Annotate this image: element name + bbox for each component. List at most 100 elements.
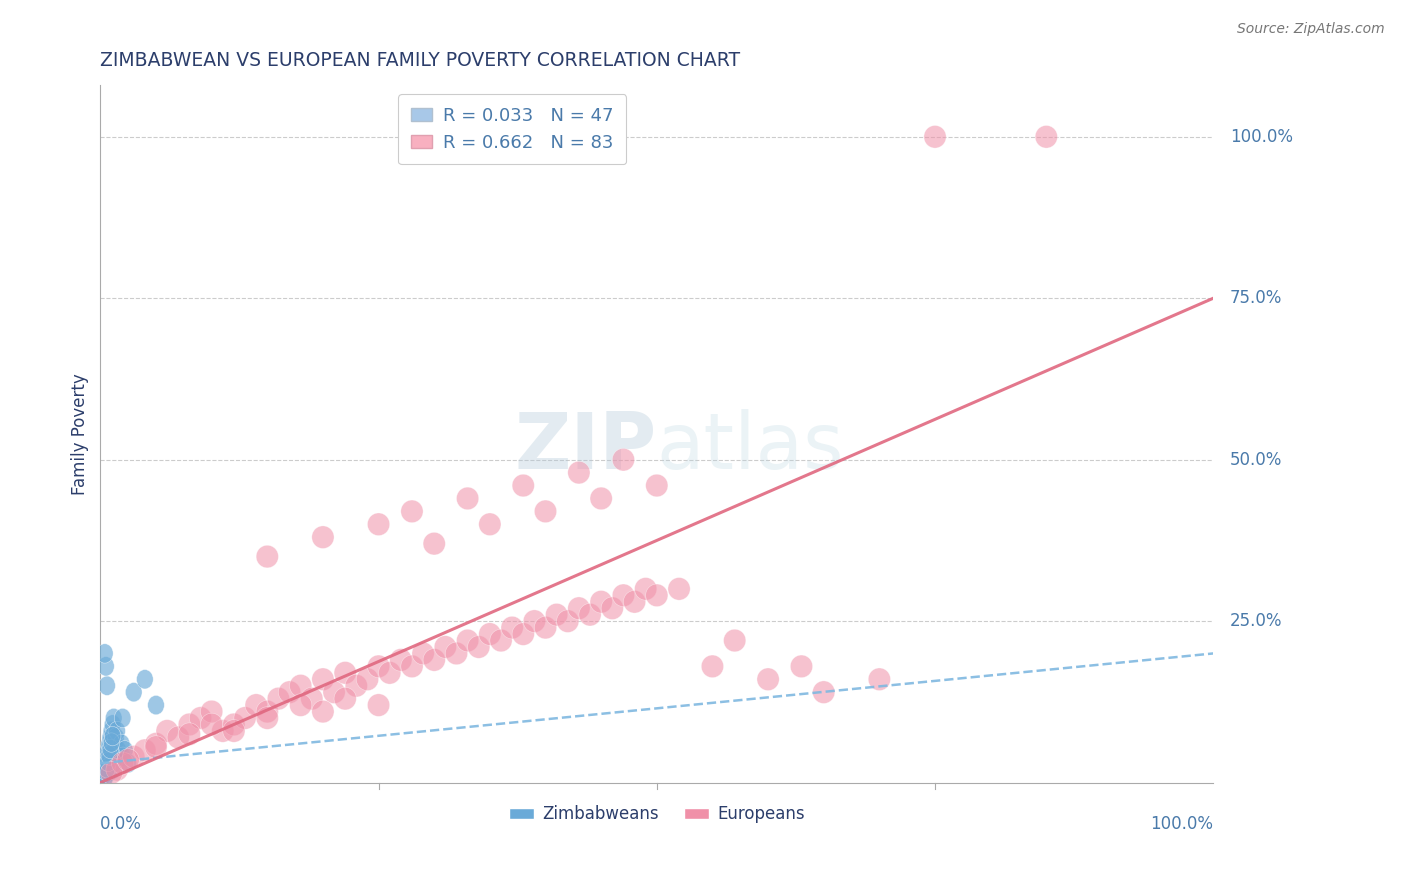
Ellipse shape xyxy=(489,629,512,652)
Text: 100.0%: 100.0% xyxy=(1150,815,1213,833)
Ellipse shape xyxy=(423,533,446,555)
Ellipse shape xyxy=(145,736,167,758)
Ellipse shape xyxy=(245,694,267,716)
Ellipse shape xyxy=(290,674,312,697)
Ellipse shape xyxy=(101,734,118,754)
Ellipse shape xyxy=(591,487,612,509)
Ellipse shape xyxy=(367,513,389,535)
Ellipse shape xyxy=(233,706,256,730)
Ellipse shape xyxy=(107,734,124,754)
Ellipse shape xyxy=(136,670,153,689)
Ellipse shape xyxy=(256,700,278,723)
Text: 75.0%: 75.0% xyxy=(1230,289,1282,307)
Ellipse shape xyxy=(103,728,118,747)
Text: 0.0%: 0.0% xyxy=(100,815,142,833)
Ellipse shape xyxy=(114,747,131,766)
Ellipse shape xyxy=(290,694,312,716)
Ellipse shape xyxy=(401,655,423,678)
Text: 50.0%: 50.0% xyxy=(1230,450,1282,468)
Ellipse shape xyxy=(97,754,114,772)
Ellipse shape xyxy=(301,688,323,710)
Ellipse shape xyxy=(367,694,389,716)
Ellipse shape xyxy=(97,769,112,789)
Ellipse shape xyxy=(457,629,478,652)
Ellipse shape xyxy=(96,765,112,785)
Ellipse shape xyxy=(612,449,634,471)
Ellipse shape xyxy=(98,759,115,778)
Ellipse shape xyxy=(323,681,346,704)
Legend: Zimbabweans, Europeans: Zimbabweans, Europeans xyxy=(502,798,811,830)
Ellipse shape xyxy=(523,610,546,632)
Ellipse shape xyxy=(568,461,591,484)
Ellipse shape xyxy=(278,681,301,704)
Ellipse shape xyxy=(212,720,233,742)
Text: 100.0%: 100.0% xyxy=(1230,128,1294,145)
Text: atlas: atlas xyxy=(657,409,844,484)
Ellipse shape xyxy=(924,126,946,148)
Ellipse shape xyxy=(434,636,457,658)
Ellipse shape xyxy=(98,747,115,766)
Ellipse shape xyxy=(134,739,156,762)
Ellipse shape xyxy=(105,708,122,728)
Ellipse shape xyxy=(167,726,190,748)
Ellipse shape xyxy=(98,676,115,696)
Ellipse shape xyxy=(222,714,245,736)
Ellipse shape xyxy=(512,623,534,646)
Ellipse shape xyxy=(534,616,557,639)
Ellipse shape xyxy=(114,708,131,728)
Ellipse shape xyxy=(756,668,779,690)
Ellipse shape xyxy=(401,500,423,523)
Ellipse shape xyxy=(100,762,122,784)
Ellipse shape xyxy=(356,668,378,690)
Ellipse shape xyxy=(105,754,122,772)
Ellipse shape xyxy=(478,623,501,646)
Ellipse shape xyxy=(96,764,112,782)
Ellipse shape xyxy=(145,732,167,756)
Ellipse shape xyxy=(97,760,112,780)
Ellipse shape xyxy=(457,487,478,509)
Ellipse shape xyxy=(98,754,115,772)
Ellipse shape xyxy=(201,700,222,723)
Ellipse shape xyxy=(148,696,165,714)
Ellipse shape xyxy=(97,657,114,676)
Ellipse shape xyxy=(108,728,124,747)
Ellipse shape xyxy=(97,761,114,780)
Ellipse shape xyxy=(591,591,612,613)
Ellipse shape xyxy=(312,668,335,690)
Ellipse shape xyxy=(668,577,690,600)
Ellipse shape xyxy=(612,584,634,607)
Ellipse shape xyxy=(179,723,201,746)
Ellipse shape xyxy=(125,682,142,702)
Ellipse shape xyxy=(813,681,835,704)
Ellipse shape xyxy=(790,655,813,678)
Ellipse shape xyxy=(122,746,145,768)
Ellipse shape xyxy=(367,655,389,678)
Y-axis label: Family Poverty: Family Poverty xyxy=(72,373,89,495)
Ellipse shape xyxy=(97,766,112,786)
Ellipse shape xyxy=(201,714,222,736)
Ellipse shape xyxy=(724,629,745,652)
Ellipse shape xyxy=(101,746,118,765)
Ellipse shape xyxy=(534,500,557,523)
Ellipse shape xyxy=(702,655,724,678)
Ellipse shape xyxy=(645,584,668,607)
Ellipse shape xyxy=(103,733,120,752)
Ellipse shape xyxy=(111,752,134,774)
Ellipse shape xyxy=(100,740,117,760)
Ellipse shape xyxy=(110,740,127,760)
Ellipse shape xyxy=(101,756,118,776)
Ellipse shape xyxy=(112,734,129,754)
Ellipse shape xyxy=(103,750,118,770)
Ellipse shape xyxy=(634,577,657,600)
Ellipse shape xyxy=(117,740,134,760)
Ellipse shape xyxy=(602,597,623,620)
Ellipse shape xyxy=(256,706,278,730)
Ellipse shape xyxy=(256,545,278,568)
Ellipse shape xyxy=(104,714,121,734)
Ellipse shape xyxy=(94,768,111,787)
Ellipse shape xyxy=(501,616,523,639)
Ellipse shape xyxy=(389,648,412,671)
Ellipse shape xyxy=(335,688,356,710)
Ellipse shape xyxy=(478,513,501,535)
Ellipse shape xyxy=(346,674,367,697)
